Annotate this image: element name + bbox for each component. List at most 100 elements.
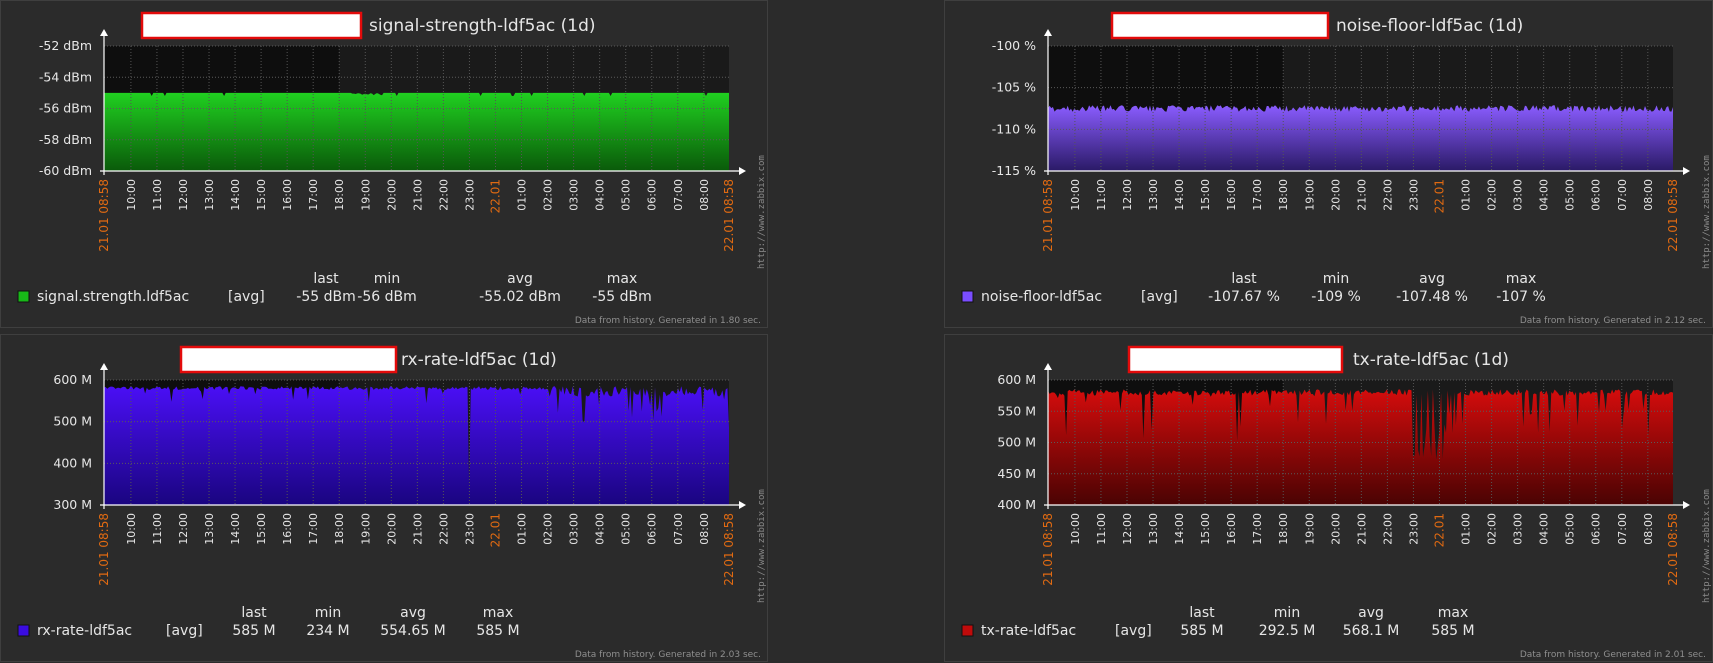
- legend-swatch: [17, 624, 30, 637]
- x-tick-label: 03:00: [1512, 179, 1525, 211]
- x-tick-label: 02:00: [542, 513, 555, 545]
- x-tick-label: 07:00: [1616, 179, 1629, 211]
- legend-value: -56 dBm: [357, 289, 416, 305]
- redacted-title-box: [1110, 11, 1330, 40]
- legend-value: -107 %: [1496, 289, 1546, 305]
- x-tick-label: 19:00: [359, 179, 372, 211]
- y-tick-label: 400 M: [53, 455, 92, 470]
- y-tick-label: 600 M: [997, 372, 1036, 387]
- legend-value: 585 M: [1180, 623, 1223, 639]
- y-tick-label: -58 dBm: [39, 132, 92, 147]
- x-tick-label: 22.01 08:58: [722, 513, 736, 586]
- x-tick-label: 22.01: [488, 179, 502, 213]
- generation-footer: Data from history. Generated in 2.12 sec…: [1520, 316, 1706, 326]
- x-tick-label: 12:00: [177, 179, 190, 211]
- x-tick-label: 23:00: [1407, 513, 1420, 545]
- legend-header: avg: [400, 605, 426, 621]
- series-area: [104, 92, 729, 171]
- x-tick-label: 12:00: [1121, 513, 1134, 545]
- x-tick-label: 21.01 08:58: [1041, 179, 1055, 252]
- x-tick-label: 22.01 08:58: [1666, 179, 1680, 252]
- x-tick-label: 01:00: [1460, 179, 1473, 211]
- x-axis-arrow: [739, 501, 746, 509]
- legend-func: [avg]: [228, 289, 265, 305]
- watermark: http://www.zabbix.com: [757, 489, 767, 603]
- legend-swatch: [17, 290, 30, 303]
- x-tick-label: 21:00: [411, 513, 424, 545]
- chart-title: signal-strength-ldf5ac (1d): [369, 16, 596, 36]
- watermark: http://www.zabbix.com: [757, 155, 767, 269]
- x-tick-label: 15:00: [255, 513, 268, 545]
- x-tick-label: 08:00: [1642, 179, 1655, 211]
- x-tick-label: 17:00: [1251, 513, 1264, 545]
- x-tick-label: 17:00: [307, 513, 320, 545]
- x-tick-label: 01:00: [516, 179, 529, 211]
- x-tick-label: 06:00: [646, 513, 659, 545]
- x-tick-label: 18:00: [1277, 179, 1290, 211]
- legend-value: 234 M: [306, 623, 349, 639]
- legend-header: last: [1231, 271, 1257, 287]
- x-tick-label: 16:00: [281, 179, 294, 211]
- legend-value: -55.02 dBm: [479, 289, 561, 305]
- x-tick-label: 21.01 08:58: [97, 513, 111, 586]
- x-tick-label: 18:00: [333, 513, 346, 545]
- x-tick-label: 22:00: [437, 513, 450, 545]
- legend-header: min: [1274, 605, 1300, 621]
- x-tick-label: 21.01 08:58: [97, 179, 111, 252]
- legend-value: 568.1 M: [1343, 623, 1400, 639]
- generation-footer: Data from history. Generated in 2.01 sec…: [1520, 650, 1706, 660]
- y-axis-arrow: [100, 29, 108, 36]
- y-tick-label: -110 %: [992, 121, 1036, 136]
- chart-svg: rx-rate-ldf5ac (1d) 600 M 500 M 400 M 300 M 2…: [17, 345, 767, 660]
- x-tick-label: 23:00: [463, 179, 476, 211]
- x-tick-label: 07:00: [672, 513, 685, 545]
- x-tick-label: 22:00: [1381, 513, 1394, 545]
- chart-panel-tx: tx-rate-ldf5ac (1d) 600 M 550 M 500 M 450 M 4…: [944, 334, 1713, 662]
- x-tick-label: 08:00: [698, 179, 711, 211]
- x-tick-label: 13:00: [203, 513, 216, 545]
- x-tick-label: 20:00: [385, 179, 398, 211]
- legend-func: [avg]: [166, 623, 203, 639]
- x-tick-label: 16:00: [1225, 513, 1238, 545]
- x-tick-label: 22:00: [1381, 179, 1394, 211]
- x-tick-label: 22:00: [437, 179, 450, 211]
- x-tick-label: 15:00: [1199, 513, 1212, 545]
- y-tick-label: 400 M: [997, 497, 1036, 512]
- legend-header: max: [1506, 271, 1537, 287]
- x-tick-label: 14:00: [229, 179, 242, 211]
- x-tick-label: 19:00: [1303, 513, 1316, 545]
- redacted-title-box: [1127, 345, 1344, 374]
- series-area: [1048, 105, 1673, 171]
- x-tick-label: 20:00: [385, 513, 398, 545]
- legend-header: min: [315, 605, 341, 621]
- x-tick-label: 22.01: [488, 513, 502, 547]
- x-tick-label: 17:00: [1251, 179, 1264, 211]
- x-tick-label: 14:00: [1173, 179, 1186, 211]
- redacted-title-box: [179, 345, 398, 374]
- chart-svg: signal-strength-ldf5ac (1d) -52 dBm -54 dB…: [17, 11, 767, 326]
- legend-value: 585 M: [232, 623, 275, 639]
- chart-title: noise-floor-ldf5ac (1d): [1336, 16, 1523, 36]
- x-tick-label: 10:00: [125, 513, 138, 545]
- chart-panel-noise: noise-floor-ldf5ac (1d) -100 % -105 % -110 …: [944, 0, 1713, 328]
- legend-header: min: [374, 271, 400, 287]
- x-tick-label: 04:00: [1538, 513, 1551, 545]
- legend-func: [avg]: [1115, 623, 1152, 639]
- x-tick-label: 03:00: [568, 513, 581, 545]
- x-tick-label: 13:00: [203, 179, 216, 211]
- legend-series-name: noise-floor-ldf5ac: [981, 289, 1102, 305]
- y-tick-label: -52 dBm: [39, 38, 92, 53]
- x-tick-label: 17:00: [307, 179, 320, 211]
- x-tick-label: 11:00: [1095, 513, 1108, 545]
- x-tick-label: 02:00: [542, 179, 555, 211]
- y-tick-label: 450 M: [997, 466, 1036, 481]
- x-tick-label: 22.01 08:58: [722, 179, 736, 252]
- y-tick-label: -56 dBm: [39, 101, 92, 116]
- y-tick-label: -54 dBm: [39, 69, 92, 84]
- legend-header: last: [1189, 605, 1215, 621]
- x-tick-label: 22.01: [1432, 513, 1446, 547]
- watermark: http://www.zabbix.com: [1702, 155, 1712, 269]
- x-tick-label: 05:00: [1564, 179, 1577, 211]
- watermark: http://www.zabbix.com: [1702, 489, 1712, 603]
- x-tick-label: 08:00: [1642, 513, 1655, 545]
